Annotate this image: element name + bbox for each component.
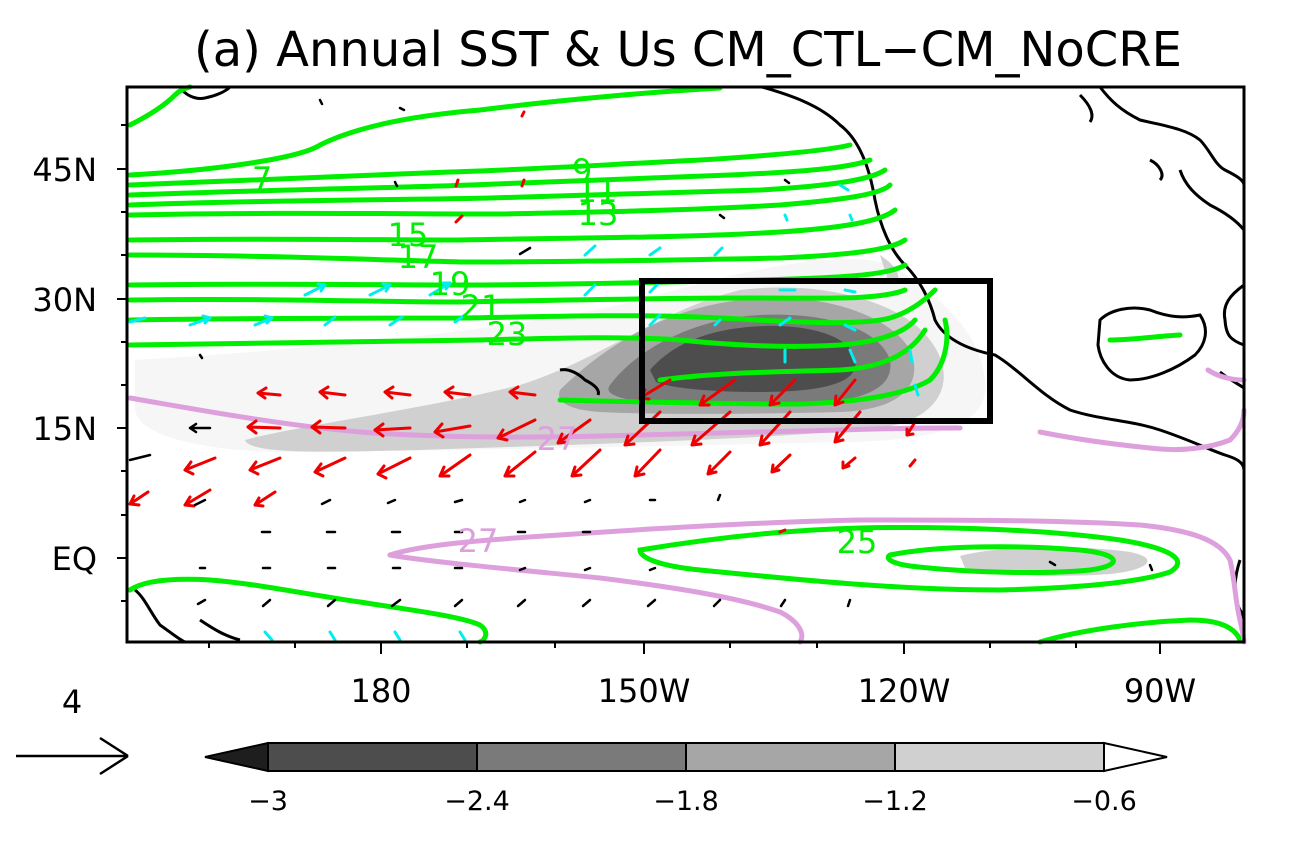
vectors-negative bbox=[128, 110, 917, 534]
colorbar-bin-4 bbox=[894, 742, 1105, 772]
contour-label-27-equator: 27 bbox=[458, 522, 499, 560]
coastlines bbox=[134, 85, 1246, 644]
lat-label-30n: 30N bbox=[32, 281, 97, 319]
contour-label-23: 23 bbox=[487, 315, 528, 353]
colorbar-max-triangle bbox=[1103, 741, 1168, 773]
lon-label-120w: 120W bbox=[858, 672, 951, 710]
contour-label-13: 13 bbox=[578, 195, 619, 233]
contour-label-19: 19 bbox=[430, 265, 471, 303]
reference-vector-label: 4 bbox=[62, 683, 82, 721]
colorbar-min-triangle bbox=[204, 741, 269, 773]
reference-vector: 4 bbox=[16, 683, 129, 776]
colorbar-tick-2: −2.4 bbox=[444, 786, 510, 817]
lat-label-eq: EQ bbox=[52, 540, 97, 578]
vectors-positive bbox=[128, 183, 920, 642]
colorbar: −3 −2.4 −1.8 −1.2 −0.6 bbox=[204, 741, 1168, 817]
lon-label-180: 180 bbox=[350, 672, 411, 710]
lat-label-15n: 15N bbox=[32, 410, 97, 448]
map-title: (a) Annual SST & Us CM_CTL−CM_NoCRE bbox=[194, 22, 1182, 78]
lon-label-150w: 150W bbox=[598, 672, 691, 710]
contour-label-7: 7 bbox=[252, 160, 272, 198]
contour-label-11: 11 bbox=[577, 172, 618, 210]
lat-label-45n: 45N bbox=[32, 151, 97, 189]
contour-label-17: 17 bbox=[398, 238, 439, 276]
contour-label-21: 21 bbox=[461, 288, 502, 326]
map-frame bbox=[125, 85, 1246, 644]
colorbar-tick-3: −1.8 bbox=[653, 786, 719, 817]
map-panel: 7 9 11 13 15 17 19 21 23 25 27 27 bbox=[32, 84, 1247, 710]
colorbar-bin-2 bbox=[476, 742, 687, 772]
vectors-neutral bbox=[128, 98, 1154, 608]
reference-arrow bbox=[16, 736, 129, 776]
contour-label-15: 15 bbox=[388, 216, 429, 254]
colorbar-bin-3 bbox=[685, 742, 896, 772]
contour-label-9: 9 bbox=[572, 152, 592, 190]
colorbar-tick-1: −3 bbox=[248, 786, 288, 817]
lon-label-90w: 90W bbox=[1124, 672, 1196, 710]
colorbar-tick-4: −1.2 bbox=[862, 786, 928, 817]
contour-label-27-north: 27 bbox=[537, 420, 578, 458]
warm-pool-contours bbox=[127, 367, 1247, 645]
colorbar-tick-5: −0.6 bbox=[1071, 786, 1137, 817]
colorbar-bin-1 bbox=[267, 742, 478, 772]
contour-label-25: 25 bbox=[837, 523, 878, 561]
study-region-box bbox=[639, 278, 993, 424]
wind-anomaly-vectors bbox=[128, 98, 1154, 642]
axis-ticks bbox=[117, 124, 1161, 654]
